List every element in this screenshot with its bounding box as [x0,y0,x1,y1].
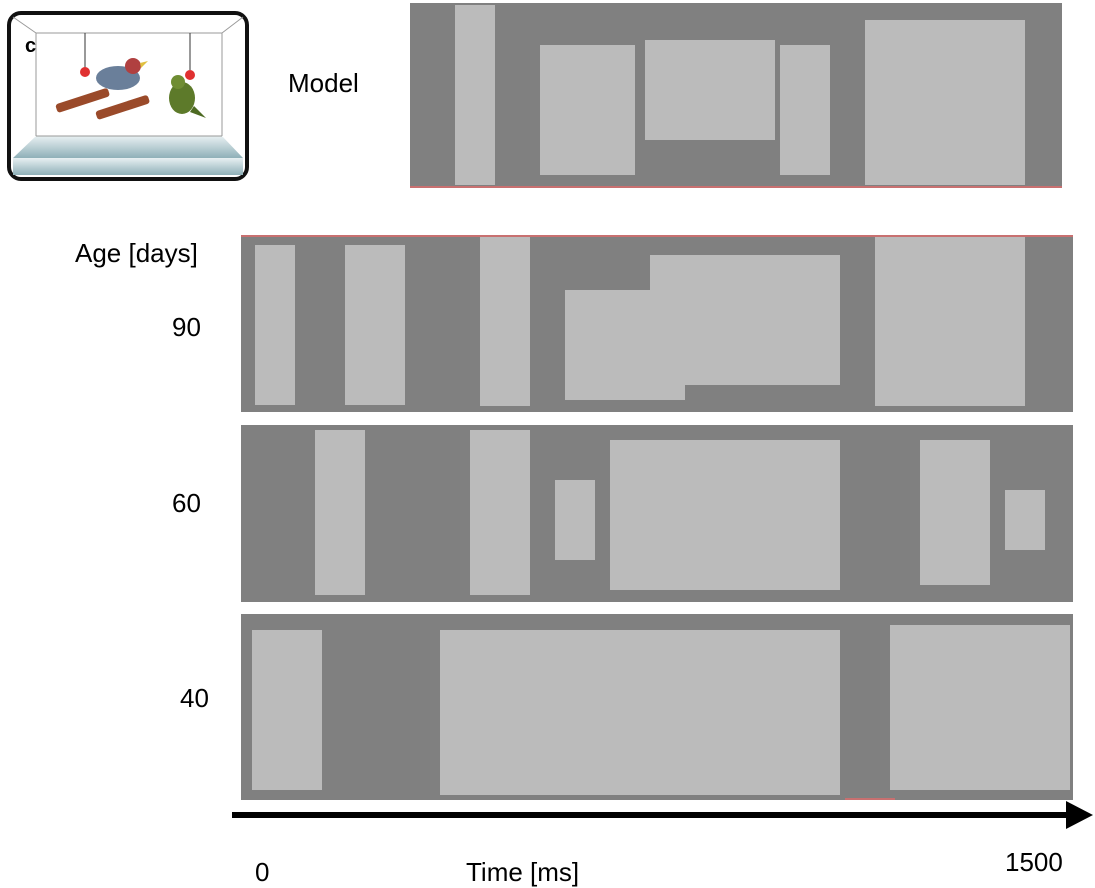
age-label: Age [days] [75,238,198,268]
page: c Model Age [days] 90 [0,0,1095,888]
age-value: 60 [172,488,201,518]
time-axis-label: Time [ms] [466,857,579,887]
age-value: 90 [172,312,201,342]
age-value: 40 [180,683,209,713]
model-spectrogram [410,3,1062,188]
time-end: 1500 [1005,847,1063,877]
time-arrow [232,801,1093,829]
figure: c Model Age [days] 90 [0,0,1095,888]
spectrogram-60 [241,425,1073,602]
panel-label: c [25,35,36,57]
spectrogram-40 [241,614,1073,800]
model-label: Model [288,68,359,98]
cage-illustration: c [9,13,247,179]
spectrogram-90 [241,236,1073,412]
time-start: 0 [255,857,269,887]
